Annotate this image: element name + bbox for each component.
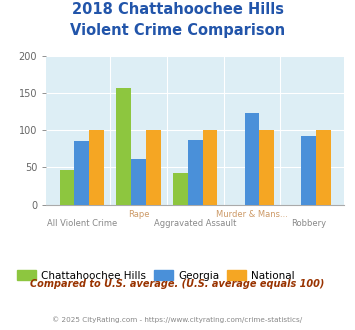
Bar [60,170,75,205]
Text: Murder & Mans...: Murder & Mans... [216,210,288,218]
Text: Robbery: Robbery [291,219,326,228]
Bar [260,130,274,205]
Bar [75,141,89,205]
Legend: Chattahoochee Hills, Georgia, National: Chattahoochee Hills, Georgia, National [12,266,299,285]
Text: All Violent Crime: All Violent Crime [47,219,117,228]
Text: © 2025 CityRating.com - https://www.cityrating.com/crime-statistics/: © 2025 CityRating.com - https://www.city… [53,317,302,323]
Text: 2018 Chattahoochee Hills: 2018 Chattahoochee Hills [71,2,284,16]
Bar [188,140,203,205]
Bar [301,136,316,205]
Bar [89,130,104,205]
Text: Compared to U.S. average. (U.S. average equals 100): Compared to U.S. average. (U.S. average … [30,279,325,289]
Text: Aggravated Assault: Aggravated Assault [154,219,236,228]
Bar [131,159,146,205]
Bar [316,130,331,205]
Text: Violent Crime Comparison: Violent Crime Comparison [70,23,285,38]
Bar [245,113,260,205]
Bar [173,174,188,205]
Bar [203,130,217,205]
Bar [146,130,161,205]
Text: Rape: Rape [128,210,149,218]
Bar [116,88,131,205]
